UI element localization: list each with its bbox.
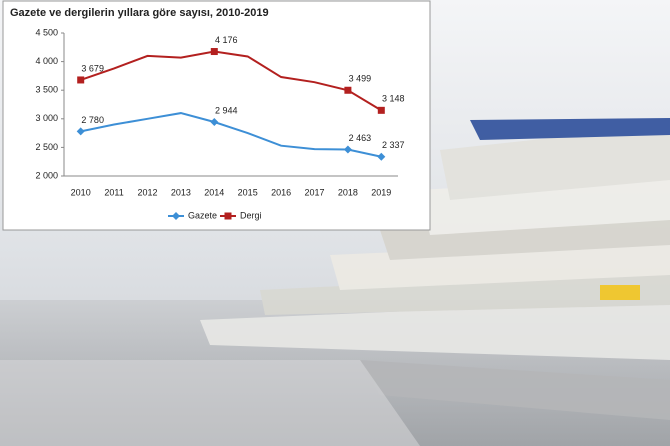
marker	[76, 127, 85, 136]
marker	[344, 86, 352, 94]
value-label: 2 337	[382, 140, 405, 150]
marker	[377, 152, 386, 161]
marker	[210, 48, 218, 56]
value-label: 2 780	[81, 115, 104, 125]
x-tick-label: 2018	[338, 187, 358, 197]
marker	[224, 212, 232, 220]
y-tick-label: 4 000	[35, 56, 58, 66]
value-label: 2 463	[349, 133, 372, 143]
marker	[210, 118, 219, 127]
x-tick-label: 2015	[238, 187, 258, 197]
value-label: 3 679	[81, 63, 104, 73]
line	[80, 112, 382, 158]
y-tick-label: 3 500	[35, 85, 58, 95]
x-tick-label: 2013	[171, 187, 191, 197]
y-tick-label: 3 000	[35, 113, 58, 123]
value-label: 3 148	[382, 94, 405, 104]
marker	[77, 76, 85, 84]
x-tick-label: 2010	[71, 187, 91, 197]
marker	[343, 145, 352, 154]
x-tick-label: 2011	[104, 187, 123, 197]
chart-frame	[2, 0, 431, 231]
x-tick-label: 2019	[371, 187, 391, 197]
y-tick-label: 2 500	[35, 142, 58, 152]
value-label: 3 499	[349, 74, 372, 84]
legend-label: Gazete	[188, 210, 217, 220]
chart-title: Gazete ve dergilerin yıllara göre sayısı…	[10, 7, 269, 19]
value-label: 4 176	[215, 35, 238, 45]
value-label: 2 944	[215, 105, 238, 115]
y-tick-label: 4 500	[35, 27, 58, 37]
x-tick-label: 2014	[204, 187, 224, 197]
x-tick-label: 2017	[304, 187, 324, 197]
marker	[172, 212, 180, 220]
x-tick-label: 2016	[271, 187, 291, 197]
y-tick-label: 2 000	[35, 170, 58, 180]
legend-label: Dergi	[240, 210, 262, 220]
marker	[377, 106, 385, 114]
line	[80, 50, 382, 112]
x-tick-label: 2012	[137, 187, 157, 197]
